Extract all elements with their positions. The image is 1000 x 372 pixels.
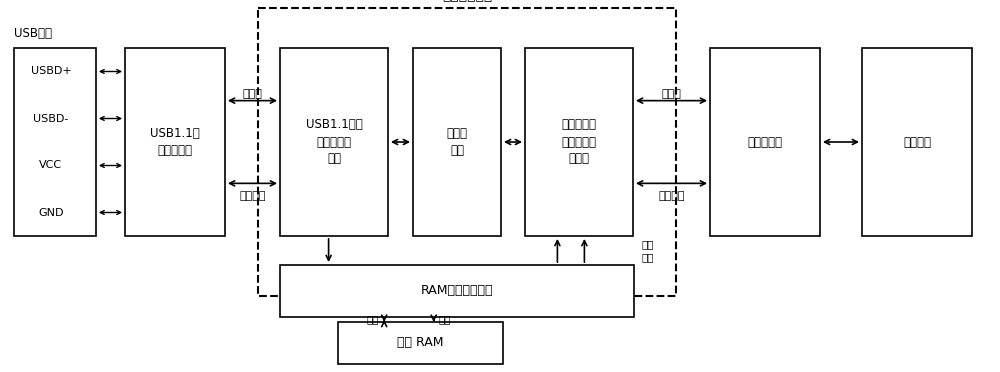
Bar — [280, 265, 634, 317]
Text: USB插口: USB插口 — [14, 27, 52, 40]
Text: VCC: VCC — [39, 160, 62, 170]
Text: 地址: 地址 — [439, 314, 451, 324]
Text: GND: GND — [38, 208, 64, 218]
Text: 智能总线协
议管理与读
写控制: 智能总线协 议管理与读 写控制 — [562, 119, 596, 166]
Bar — [258, 8, 676, 296]
Text: USBD-: USBD- — [33, 113, 69, 124]
Text: 握手信号: 握手信号 — [658, 191, 685, 201]
Bar — [14, 48, 96, 236]
Text: 光纤通道: 光纤通道 — [903, 135, 931, 148]
Bar — [280, 48, 388, 236]
Text: 高速 RAM: 高速 RAM — [397, 337, 444, 350]
Bar — [862, 48, 972, 236]
Text: 总线调
度器: 总线调 度器 — [446, 127, 468, 157]
Text: USB1.1协
议转换芯片: USB1.1协 议转换芯片 — [150, 127, 200, 157]
Bar — [525, 48, 633, 236]
Bar — [125, 48, 225, 236]
Text: 数据: 数据 — [367, 314, 379, 324]
Bar — [710, 48, 820, 236]
Bar — [338, 322, 503, 364]
Text: 高速收发器: 高速收发器 — [748, 135, 782, 148]
Text: USB1.1协议
处理与读写
控制: USB1.1协议 处理与读写 控制 — [306, 119, 362, 166]
Text: RAM读写控制模块: RAM读写控制模块 — [421, 285, 493, 298]
Text: 数据包: 数据包 — [662, 89, 681, 99]
Text: 数据包: 数据包 — [243, 89, 262, 99]
Text: USBD+: USBD+ — [31, 67, 71, 77]
Bar — [413, 48, 501, 236]
Text: 握手信号: 握手信号 — [239, 191, 266, 201]
Text: 时钟
切换: 时钟 切换 — [641, 239, 654, 262]
Text: 高速逻辑阵列: 高速逻辑阵列 — [442, 0, 492, 2]
